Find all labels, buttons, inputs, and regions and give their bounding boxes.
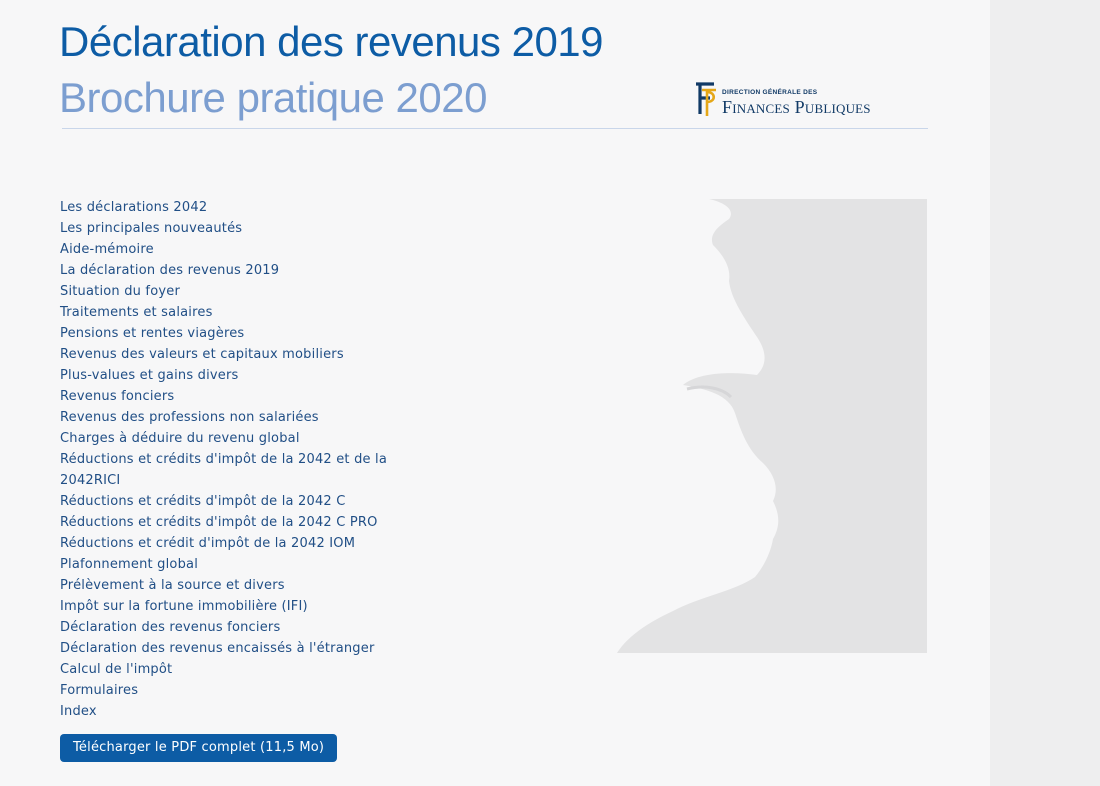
- logo-fp-icon: [696, 82, 716, 116]
- toc-item: Situation du foyer: [60, 281, 420, 302]
- toc-link-formulaires[interactable]: Formulaires: [60, 683, 139, 698]
- toc-item: Réductions et crédits d'impôt de la 2042…: [60, 512, 420, 533]
- marianne-profile-image: [617, 199, 927, 653]
- page-title: Déclaration des revenus 2019: [59, 18, 604, 65]
- toc-item: Revenus des valeurs et capitaux mobilier…: [60, 344, 420, 365]
- toc-link-plus-values[interactable]: Plus-values et gains divers: [60, 368, 239, 383]
- toc-link-declaration-revenus-2019[interactable]: La déclaration des revenus 2019: [60, 263, 280, 278]
- toc-link-plafonnement-global[interactable]: Plafonnement global: [60, 557, 199, 572]
- toc-link-revenus-fonciers[interactable]: Revenus fonciers: [60, 389, 175, 404]
- toc-link-charges-a-deduire[interactable]: Charges à déduire du revenu global: [60, 431, 300, 446]
- toc-link-reductions-2042c-pro[interactable]: Réductions et crédits d'impôt de la 2042…: [60, 515, 378, 530]
- toc-item: Formulaires: [60, 680, 420, 701]
- toc-item: Aide-mémoire: [60, 239, 420, 260]
- toc-item: Réductions et crédits d'impôt de la 2042…: [60, 491, 420, 512]
- toc-item: Impôt sur la fortune immobilière (IFI): [60, 596, 420, 617]
- toc-item: Pensions et rentes viagères: [60, 323, 420, 344]
- logo-line2: Finances Publiques: [722, 97, 871, 117]
- toc-link-declarations-2042[interactable]: Les déclarations 2042: [60, 200, 208, 215]
- toc-link-declaration-revenus-fonciers[interactable]: Déclaration des revenus fonciers: [60, 620, 281, 635]
- toc-link-reductions-2042c[interactable]: Réductions et crédits d'impôt de la 2042…: [60, 494, 346, 509]
- toc-item: Réductions et crédits d'impôt de la 2042…: [60, 449, 420, 491]
- toc-link-capitaux-mobiliers[interactable]: Revenus des valeurs et capitaux mobilier…: [60, 347, 344, 362]
- toc-link-reductions-2042-iom[interactable]: Réductions et crédit d'impôt de la 2042 …: [60, 536, 356, 551]
- toc-item: Calcul de l'impôt: [60, 659, 420, 680]
- toc-item: Traitements et salaires: [60, 302, 420, 323]
- table-of-contents: Les déclarations 2042 Les principales no…: [60, 197, 420, 722]
- toc-item: Déclaration des revenus fonciers: [60, 617, 420, 638]
- page-subtitle: Brochure pratique 2020: [59, 74, 487, 121]
- toc-link-situation-foyer[interactable]: Situation du foyer: [60, 284, 180, 299]
- toc-item: Plafonnement global: [60, 554, 420, 575]
- toc-item: Charges à déduire du revenu global: [60, 428, 420, 449]
- download-pdf-button[interactable]: Télécharger le PDF complet (11,5 Mo): [60, 734, 338, 762]
- toc-item: La déclaration des revenus 2019: [60, 260, 420, 281]
- toc-link-index[interactable]: Index: [60, 704, 97, 719]
- toc-link-aide-memoire[interactable]: Aide-mémoire: [60, 242, 154, 257]
- page: Déclaration des revenus 2019 Brochure pr…: [59, 18, 932, 762]
- toc-link-pensions-rentes[interactable]: Pensions et rentes viagères: [60, 326, 245, 341]
- toc-link-revenus-etranger[interactable]: Déclaration des revenus encaissés à l'ét…: [60, 641, 375, 656]
- header-divider: [62, 128, 928, 129]
- toc-item: Plus-values et gains divers: [60, 365, 420, 386]
- toc-item: Revenus des professions non salariées: [60, 407, 420, 428]
- toc-item: Les déclarations 2042: [60, 197, 420, 218]
- toc-link-prelevement-source[interactable]: Prélèvement à la source et divers: [60, 578, 285, 593]
- toc-link-professions-non-salariees[interactable]: Revenus des professions non salariées: [60, 410, 319, 425]
- toc-link-reductions-2042-rici[interactable]: Réductions et crédits d'impôt de la 2042…: [60, 452, 388, 488]
- toc-link-nouveautes[interactable]: Les principales nouveautés: [60, 221, 243, 236]
- toc-item: Index: [60, 701, 420, 722]
- toc-link-ifi[interactable]: Impôt sur la fortune immobilière (IFI): [60, 599, 308, 614]
- toc-item: Revenus fonciers: [60, 386, 420, 407]
- toc-item: Prélèvement à la source et divers: [60, 575, 420, 596]
- finances-publiques-logo: DIRECTION GÉNÉRALE DES Finances Publique…: [692, 80, 932, 120]
- toc-item: Les principales nouveautés: [60, 218, 420, 239]
- logo-line1: DIRECTION GÉNÉRALE DES: [722, 89, 818, 96]
- toc-link-calcul-impot[interactable]: Calcul de l'impôt: [60, 662, 173, 677]
- toc-link-traitements-salaires[interactable]: Traitements et salaires: [60, 305, 213, 320]
- toc-item: Déclaration des revenus encaissés à l'ét…: [60, 638, 420, 659]
- toc-item: Réductions et crédit d'impôt de la 2042 …: [60, 533, 420, 554]
